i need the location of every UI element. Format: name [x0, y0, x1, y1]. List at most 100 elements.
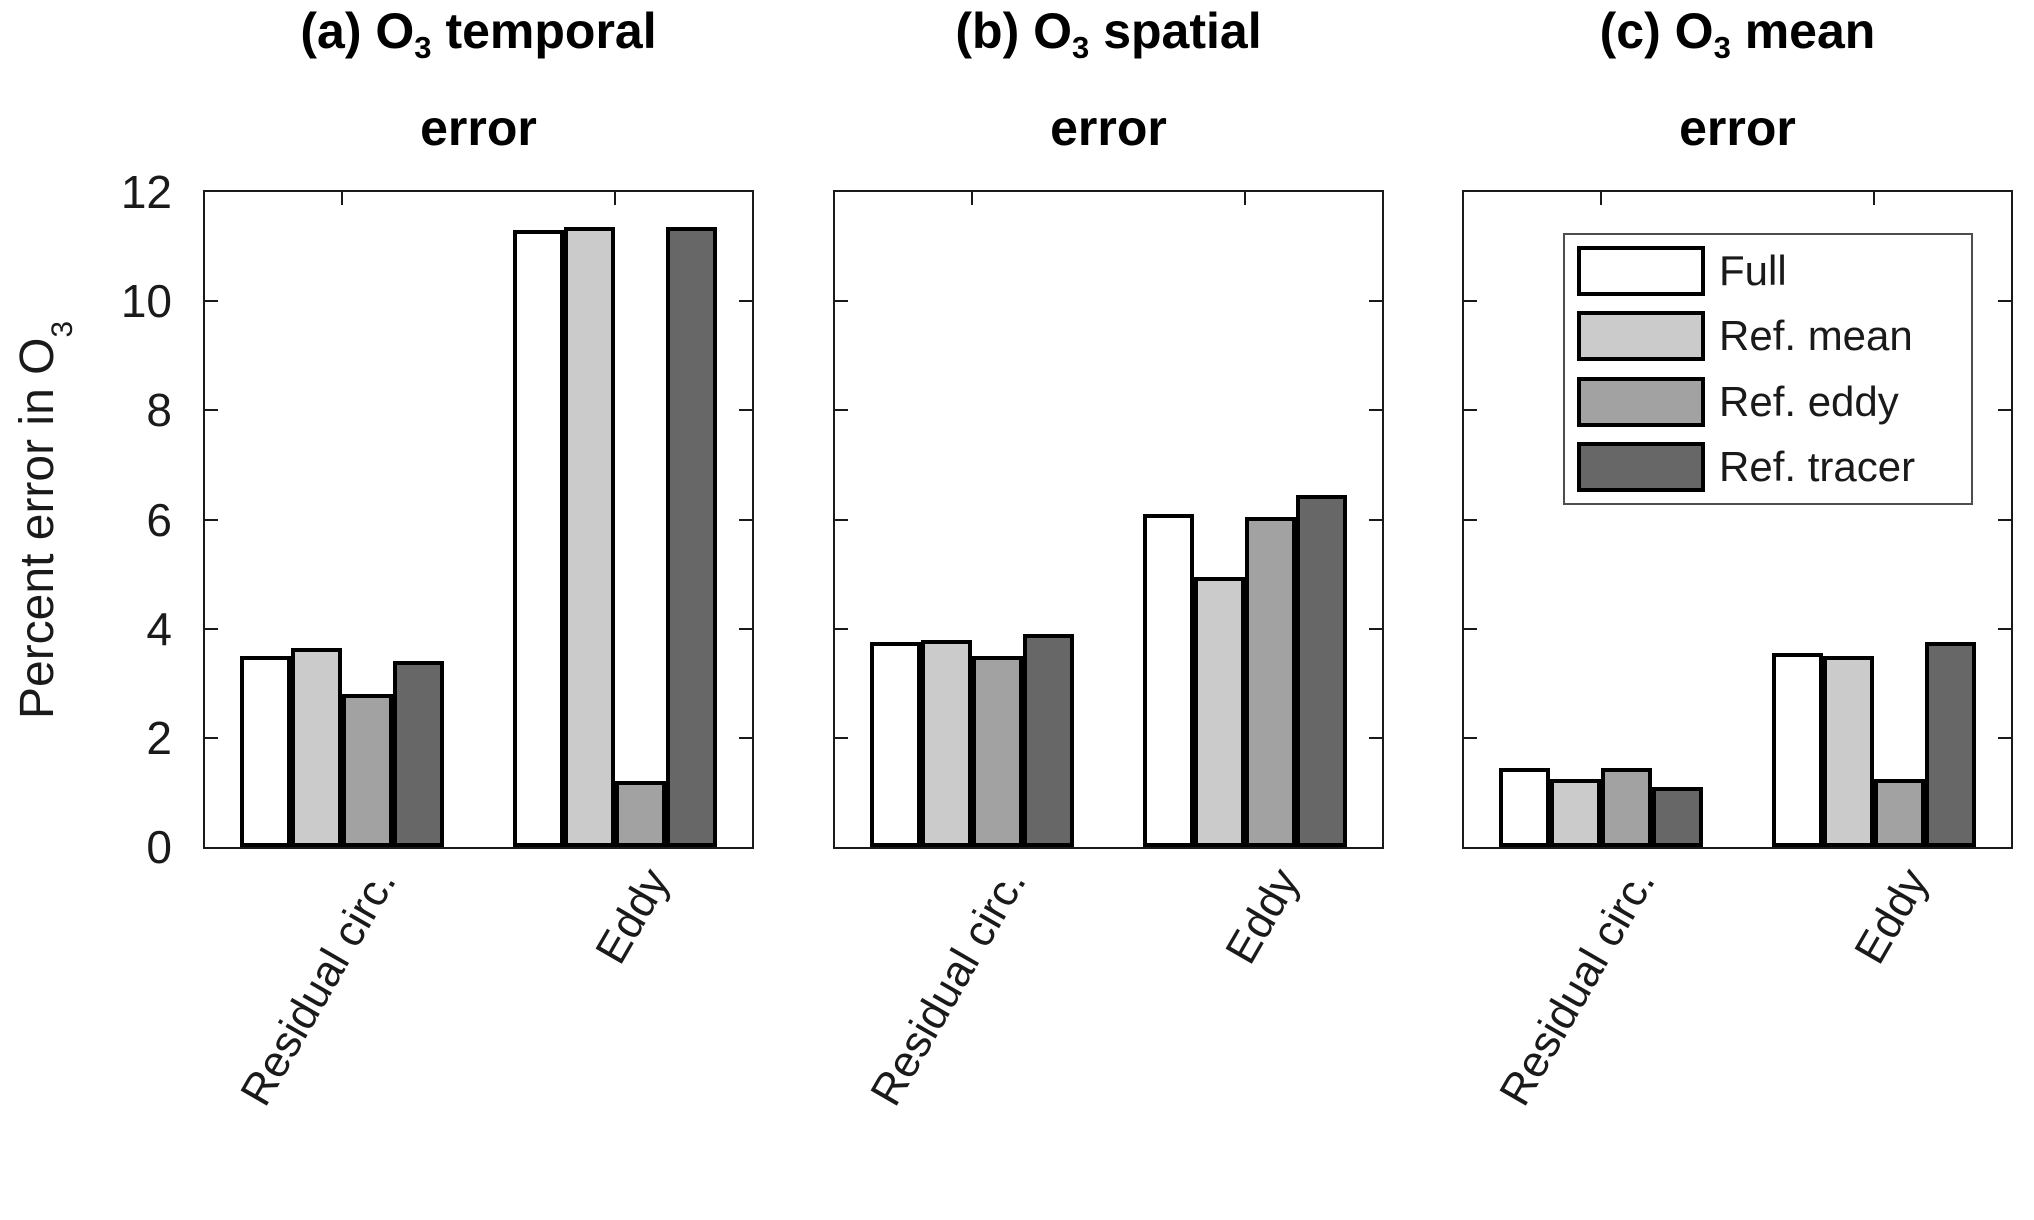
legend-label-ref-mean: Ref. mean — [1719, 312, 1913, 360]
y-tick-mark — [1369, 518, 1382, 521]
y-tick-mark — [739, 736, 752, 739]
y-tick-mark — [1369, 736, 1382, 739]
bar-ref-mean-eddy — [564, 227, 616, 847]
x-tick-label-eddy: Eddy — [1216, 860, 1309, 972]
panel-c-title-line2: error — [1679, 100, 1796, 156]
y-tick-mark — [205, 409, 218, 412]
y-tick-mark — [739, 627, 752, 630]
panel-c-title: (c) O3 mean error — [1462, 0, 2013, 186]
y-tick-mark — [835, 627, 848, 630]
x-tick-mark — [614, 192, 617, 205]
legend-swatch-ref-eddy — [1577, 376, 1705, 427]
bar-ref-tracer-residual-circ — [1022, 634, 1074, 847]
x-tick-mark — [340, 192, 343, 205]
y-tick-mark — [1464, 409, 1477, 412]
y-tick-mark — [739, 409, 752, 412]
y-tick-mark — [835, 736, 848, 739]
y-tick-label-2: 2 — [146, 711, 172, 764]
y-tick-mark — [1998, 627, 2011, 630]
legend-label-ref-tracer: Ref. tracer — [1719, 443, 1916, 491]
bar-ref-tracer-eddy — [1296, 495, 1348, 847]
bar-ref-tracer-residual-circ — [392, 661, 444, 847]
x-tick-mark — [1599, 192, 1602, 205]
y-tick-mark — [739, 300, 752, 303]
bar-full-residual-circ — [239, 656, 291, 847]
bar-ref-eddy-residual-circ — [971, 656, 1023, 847]
legend-swatch-ref-mean — [1577, 311, 1705, 362]
y-tick-label-6: 6 — [146, 493, 172, 546]
y-tick-mark — [205, 518, 218, 521]
title-text: (b) O — [955, 3, 1073, 59]
bar-ref-eddy-eddy — [615, 781, 667, 847]
y-tick-label-4: 4 — [146, 602, 172, 655]
panel-c-title-line1: (c) O3 mean — [1599, 3, 1876, 65]
legend-label-full: Full — [1719, 246, 1787, 294]
bar-ref-tracer-eddy — [1925, 642, 1977, 847]
title-subscript: 3 — [414, 29, 432, 65]
panel-b-title-line2: error — [1050, 100, 1167, 156]
legend-swatch-full — [1577, 245, 1705, 296]
bar-full-eddy — [1772, 653, 1824, 847]
y-tick-mark — [739, 518, 752, 521]
x-tick-label-residual-circ: Residual circ. — [860, 860, 1036, 1114]
y-tick-mark — [1464, 627, 1477, 630]
title-text: mean — [1730, 3, 1876, 59]
bar-ref-mean-residual-circ — [1549, 779, 1601, 847]
y-tick-mark — [835, 518, 848, 521]
bar-ref-tracer-residual-circ — [1651, 787, 1703, 847]
legend-swatch-ref-tracer — [1577, 442, 1705, 493]
x-tick-mark — [1244, 192, 1247, 205]
title-subscript: 3 — [1713, 29, 1731, 65]
title-text: (c) O — [1599, 3, 1714, 59]
legend: Full Ref. mean Ref. eddy Ref. tracer — [1563, 233, 1973, 505]
y-tick-mark — [835, 409, 848, 412]
y-tick-label-0: 0 — [146, 821, 172, 873]
bar-full-eddy — [1143, 514, 1195, 847]
bar-full-residual-circ — [1498, 768, 1550, 847]
y-tick-mark — [205, 300, 218, 303]
y-tick-label-8: 8 — [146, 384, 172, 437]
y-tick-mark — [1998, 300, 2011, 303]
bar-full-residual-circ — [869, 642, 921, 847]
y-tick-mark — [205, 736, 218, 739]
legend-item-ref-eddy: Ref. eddy — [1565, 372, 1971, 432]
y-tick-label-12: 12 — [120, 166, 172, 218]
y-tick-mark — [835, 300, 848, 303]
bar-ref-eddy-eddy — [1245, 517, 1297, 847]
x-tick-label-eddy: Eddy — [586, 860, 679, 972]
y-tick-mark — [1464, 518, 1477, 521]
title-text: (a) O — [300, 3, 415, 59]
y-tick-label-10: 10 — [120, 275, 172, 328]
panel-b-axes: Residual circ. Eddy — [833, 190, 1384, 1114]
x-tick-label-residual-circ: Residual circ. — [230, 860, 406, 1114]
panel-a-axes: Residual circ. Eddy — [203, 190, 754, 1114]
bar-ref-eddy-residual-circ — [341, 694, 393, 847]
bar-ref-eddy-eddy — [1874, 779, 1926, 847]
title-text: temporal — [431, 3, 657, 59]
bar-ref-mean-residual-circ — [920, 640, 972, 847]
bar-full-eddy — [513, 230, 565, 847]
x-tick-label-eddy: Eddy — [1845, 860, 1938, 972]
y-tick-mark — [205, 627, 218, 630]
y-tick-mark — [1369, 300, 1382, 303]
y-tick-mark — [1369, 627, 1382, 630]
panel-a-title-line2: error — [420, 100, 537, 156]
x-tick-mark — [1873, 192, 1876, 205]
panel-b-title: (b) O3 spatial error — [833, 0, 1384, 186]
y-tick-mark — [1998, 518, 2011, 521]
y-tick-mark — [1369, 409, 1382, 412]
panel-b-title-line1: (b) O3 spatial — [955, 3, 1262, 65]
legend-item-full: Full — [1565, 241, 1971, 301]
panel-a-title: (a) O3 temporal error — [203, 0, 754, 186]
y-tick-mark — [1464, 300, 1477, 303]
y-tick-mark — [1998, 409, 2011, 412]
bar-ref-mean-residual-circ — [290, 648, 342, 847]
legend-item-ref-mean: Ref. mean — [1565, 306, 1971, 366]
y-tick-mark — [1464, 736, 1477, 739]
panel-a-title-line1: (a) O3 temporal — [300, 3, 657, 65]
legend-label-ref-eddy: Ref. eddy — [1719, 377, 1899, 425]
bar-ref-mean-eddy — [1194, 577, 1246, 847]
title-text: spatial — [1089, 3, 1262, 59]
x-tick-label-residual-circ: Residual circ. — [1489, 860, 1665, 1114]
